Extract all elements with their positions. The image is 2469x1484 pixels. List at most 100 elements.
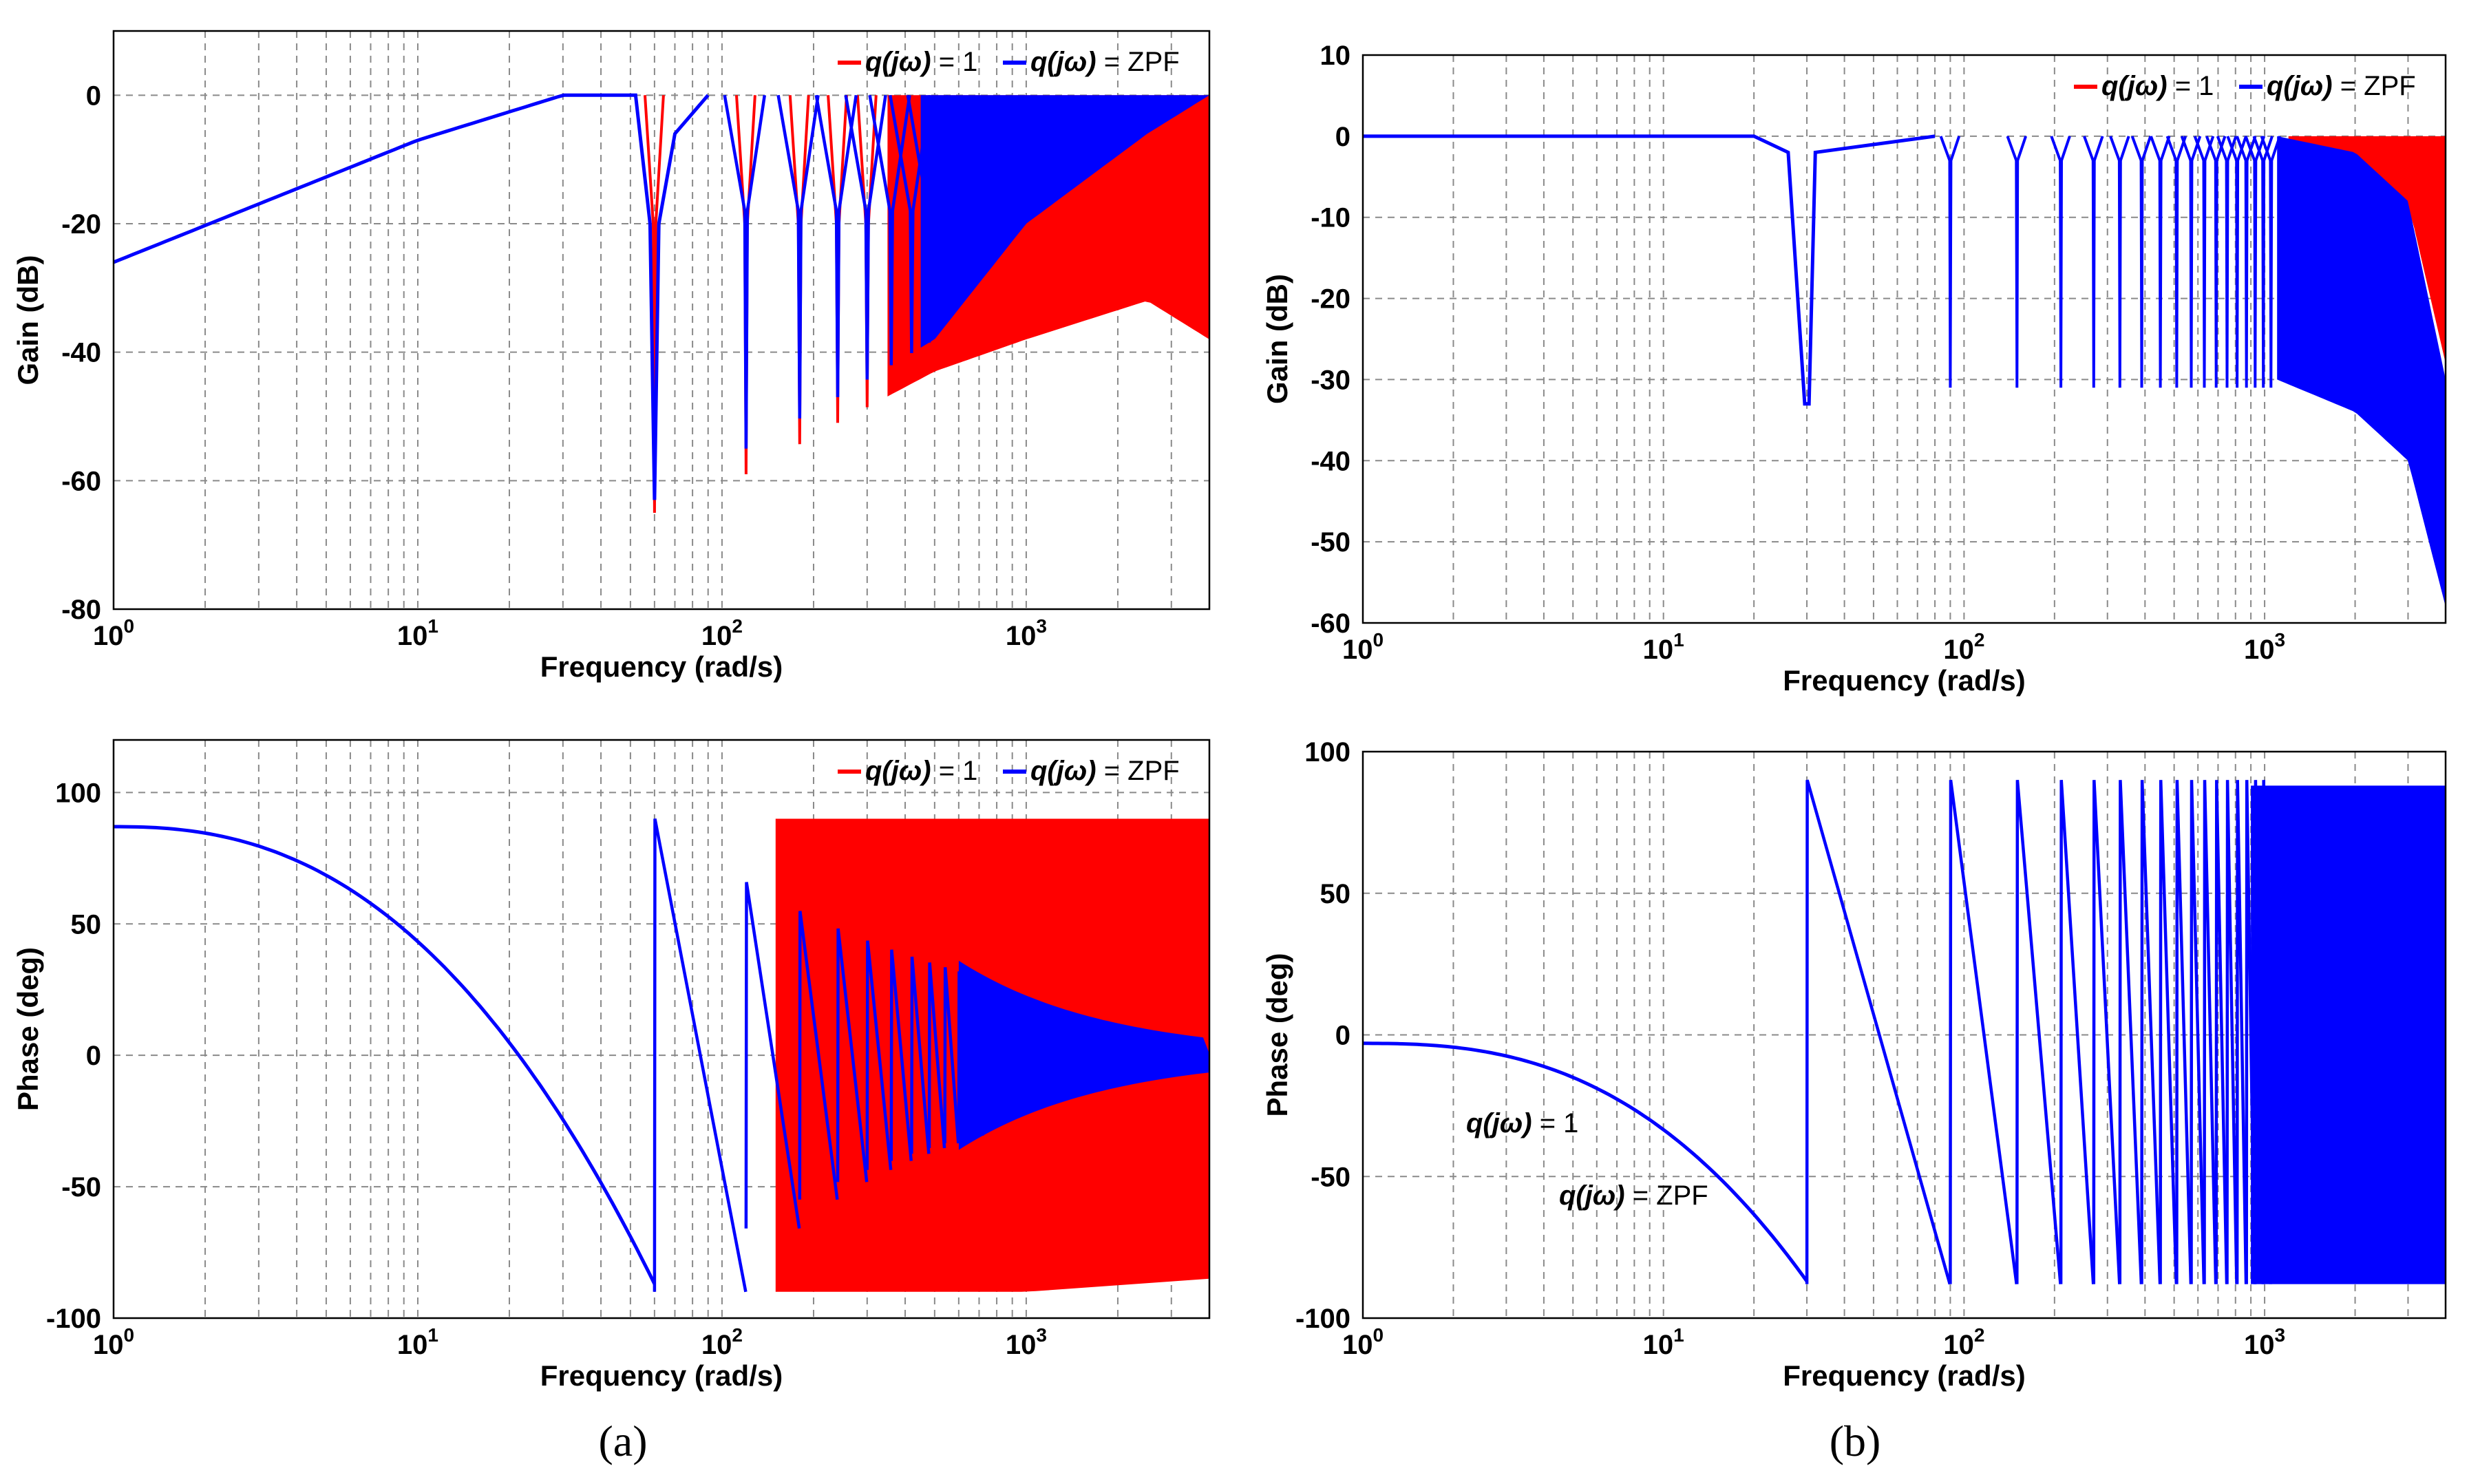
- series-blue-notch: [1939, 136, 1961, 388]
- x-axis-label: Frequency (rad/s): [1783, 1359, 2025, 1392]
- plot-frame: [1361, 750, 2447, 1319]
- grid: [1363, 55, 2446, 623]
- panel-label-b: (b): [1830, 1417, 1881, 1465]
- series-blue-notch: [2216, 136, 2238, 388]
- x-tick-label: 101: [1643, 629, 1684, 665]
- series-blue-sawtooth: [2059, 780, 2095, 1284]
- series-blue-sawtooth: [927, 962, 946, 1149]
- y-tick-label: -50: [1311, 527, 1350, 558]
- x-tick-label: 103: [2244, 629, 2285, 665]
- series-blue-notch: [868, 94, 911, 365]
- y-tick-label: 0: [86, 1041, 101, 1071]
- series-red-band: [2288, 136, 2446, 363]
- series-blue-notch: [2180, 136, 2202, 388]
- series-blue-notch: [888, 94, 932, 354]
- series-blue-notch: [2150, 136, 2171, 388]
- y-axis-label: Phase (deg): [1261, 953, 1293, 1116]
- series-blue-sawtooth: [2190, 780, 2206, 1284]
- legend-entry: q(jω) = ZPF: [2267, 71, 2416, 101]
- series-red-notch: [856, 95, 878, 407]
- legend-entry: q(jω) = 1: [2101, 71, 2214, 101]
- series-blue-sawtooth: [865, 940, 893, 1170]
- series-blue-sawtooth: [836, 928, 869, 1183]
- y-tick-label: -10: [1311, 203, 1350, 233]
- series-blue-notch: [2226, 136, 2247, 388]
- series-blue-notch: [2244, 136, 2266, 388]
- series-blue-sawtooth: [2015, 780, 2062, 1284]
- series-blue-sawtooth: [943, 967, 960, 1144]
- series-blue-notch: [776, 94, 820, 419]
- series-red-notch: [827, 95, 848, 423]
- y-tick-label: 0: [1335, 122, 1350, 152]
- x-tick-label: 100: [93, 615, 134, 651]
- y-tick-label: -80: [61, 595, 101, 625]
- series-blue-line: [114, 93, 710, 500]
- y-tick-label: -20: [1311, 284, 1350, 315]
- series-red-notch: [644, 95, 665, 513]
- series-blue-sawtooth: [2140, 780, 2162, 1284]
- plot-frame: [1361, 54, 2447, 624]
- series-blue-notch: [2006, 136, 2027, 388]
- x-tick-label: 103: [1006, 1324, 1047, 1360]
- x-tick-label: 102: [701, 615, 743, 651]
- plot-frame: [112, 30, 1211, 611]
- series-blue-notch: [844, 94, 887, 380]
- series-blue-sawtooth: [2175, 780, 2193, 1284]
- legend-entry: q(jω) = 1: [865, 756, 977, 786]
- x-tick-label: 102: [1943, 1324, 1984, 1360]
- y-tick-label: -20: [61, 209, 101, 240]
- y-tick-label: 50: [71, 909, 102, 940]
- series-blue-notch: [2083, 136, 2104, 388]
- phase-annotation: q(jω) = ZPF: [1559, 1180, 1708, 1211]
- series-group: [114, 818, 1209, 1293]
- x-tick-label: 103: [1006, 615, 1047, 651]
- x-axis-label: Frequency (rad/s): [1783, 664, 2025, 697]
- y-tick-label: 0: [1335, 1021, 1350, 1051]
- series-blue-sawtooth: [2235, 780, 2248, 1284]
- series-blue-sawtooth: [2118, 780, 2143, 1284]
- x-tick-label: 100: [93, 1324, 134, 1360]
- x-axis-label: Frequency (rad/s): [540, 650, 783, 683]
- x-tick-label: 103: [2244, 1324, 2285, 1360]
- series-blue-band: [920, 95, 1209, 348]
- legend: q(jω) = 1 q(jω) = ZPF: [838, 47, 1180, 77]
- series-blue-notch: [2165, 136, 2187, 388]
- series-blue-sawtooth: [653, 818, 748, 1293]
- y-tick-label: -50: [61, 1172, 101, 1202]
- x-tick-label: 100: [1342, 629, 1384, 665]
- y-tick-label: 100: [55, 778, 101, 808]
- y-tick-label: -40: [61, 338, 101, 368]
- panel-label-a: (a): [598, 1417, 647, 1465]
- series-blue-sawtooth: [2159, 780, 2179, 1284]
- x-tick-label: 101: [397, 615, 438, 651]
- x-tick-label: 101: [1643, 1324, 1684, 1360]
- y-tick-label: 10: [1320, 41, 1351, 71]
- series-blue-notch: [2205, 136, 2227, 388]
- x-tick-label: 101: [397, 1324, 438, 1360]
- y-tick-label: 100: [1304, 737, 1350, 767]
- legend: q(jω) = 1 q(jω) = ZPF: [2074, 71, 2416, 101]
- x-axis-label: Frequency (rad/s): [540, 1359, 783, 1392]
- series-blue-notch: [2260, 136, 2282, 388]
- series-blue-notch: [2193, 136, 2215, 388]
- series-blue-band: [2277, 136, 2446, 607]
- y-tick-label: 50: [1320, 879, 1351, 909]
- x-tick-label: 102: [701, 1324, 743, 1360]
- series-blue-sawtooth: [2214, 780, 2229, 1284]
- series-blue-sawtooth: [910, 956, 931, 1154]
- series-group: [114, 93, 1209, 513]
- y-tick-label: -100: [1295, 1304, 1350, 1334]
- y-axis-label: Gain (dB): [12, 255, 44, 385]
- series-group: [1363, 134, 2446, 607]
- y-tick-label: -100: [46, 1304, 101, 1334]
- x-tick-label: 102: [1943, 629, 1984, 665]
- series-blue-sawtooth: [1805, 779, 1951, 1285]
- series-blue-notch: [2130, 136, 2152, 388]
- legend: q(jω) = 1 q(jω) = ZPF: [838, 756, 1180, 786]
- y-axis-label: Gain (dB): [1261, 274, 1293, 404]
- series-blue-sawtooth: [798, 911, 839, 1200]
- series-group: [1363, 779, 2446, 1285]
